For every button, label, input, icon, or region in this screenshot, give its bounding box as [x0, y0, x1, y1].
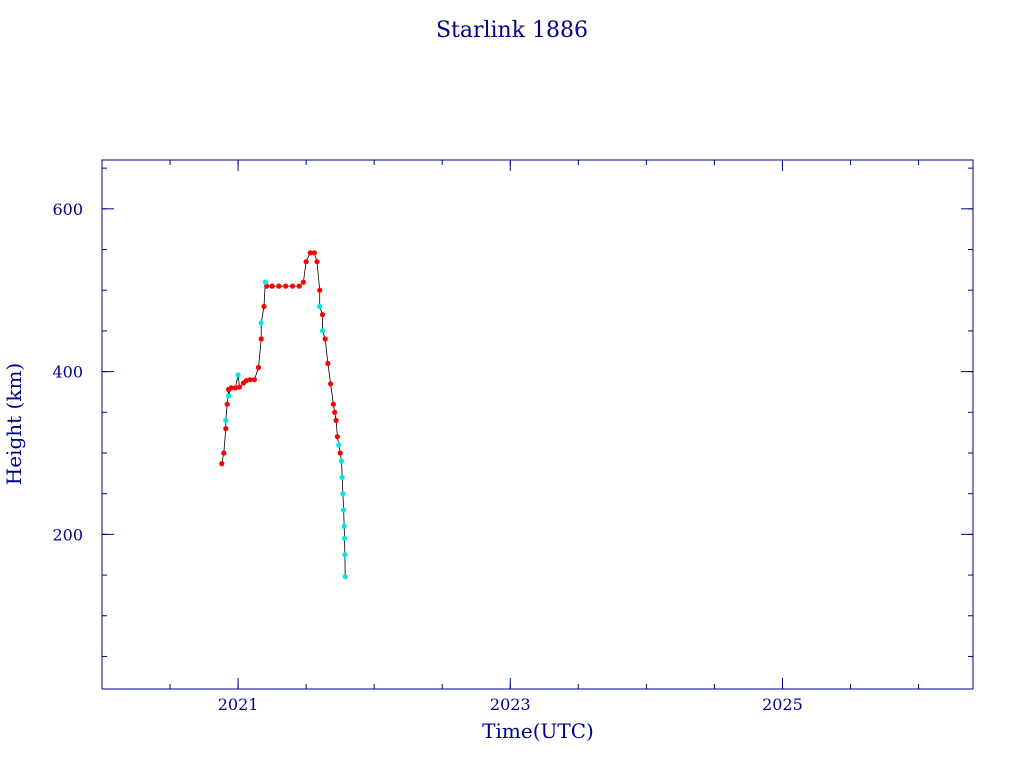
data-point	[261, 303, 267, 310]
data-point	[300, 279, 306, 285]
data-point	[258, 320, 264, 326]
data-point	[311, 250, 317, 256]
data-point	[269, 283, 275, 289]
data-point	[332, 409, 338, 415]
data-point	[334, 434, 340, 440]
data-point	[342, 574, 348, 580]
data-point	[219, 461, 225, 467]
x-axis-label: Time(UTC)	[482, 719, 594, 743]
data-point	[232, 385, 238, 391]
plot-frame	[101, 159, 974, 690]
data-point	[226, 393, 232, 399]
data-point	[341, 535, 348, 542]
x-tick-label: 2025	[762, 695, 803, 714]
data-point	[258, 336, 264, 342]
chart-title: Starlink 1886	[436, 18, 588, 43]
axis-ticks	[101, 160, 973, 689]
data-point	[342, 552, 348, 558]
data-point	[328, 381, 334, 387]
data-point	[319, 312, 326, 318]
data-point	[307, 250, 313, 256]
data-point	[330, 401, 336, 407]
y-tick-labels: 200 400 600	[52, 200, 83, 545]
data-point	[322, 336, 328, 342]
data-point	[317, 287, 323, 293]
data-point	[243, 378, 249, 384]
data-point	[338, 458, 345, 464]
data-point	[340, 491, 346, 497]
data-point	[314, 259, 320, 265]
data-point	[247, 377, 253, 383]
data-point	[337, 450, 343, 456]
series-2	[223, 279, 348, 580]
data-point	[317, 303, 323, 310]
series-1	[219, 250, 343, 467]
data-point	[339, 474, 345, 480]
data-point	[236, 384, 243, 390]
series-line	[221, 252, 346, 577]
data-point	[341, 507, 347, 513]
data-point	[325, 360, 331, 367]
data-point	[341, 523, 347, 529]
data-point	[264, 283, 270, 289]
data-point	[251, 377, 257, 383]
y-tick-label: 600	[52, 200, 83, 219]
data-series	[219, 250, 348, 580]
data-point	[262, 279, 268, 285]
data-point	[224, 401, 230, 407]
data-point	[223, 417, 229, 423]
x-tick-label: 2021	[218, 695, 259, 714]
data-point	[333, 417, 339, 423]
x-tick-labels: 2021 2023 2025	[218, 695, 803, 714]
data-point	[319, 328, 326, 334]
y-tick-label: 400	[52, 363, 83, 382]
data-point	[303, 259, 309, 265]
data-point	[283, 283, 289, 289]
data-point	[221, 450, 227, 456]
data-point	[223, 426, 229, 432]
data-point	[336, 442, 342, 448]
y-tick-label: 200	[52, 525, 83, 544]
data-point	[235, 372, 241, 378]
data-point	[289, 283, 296, 289]
data-point	[228, 385, 234, 391]
y-axis-label: Height (km)	[2, 363, 26, 485]
data-point	[296, 283, 302, 289]
data-point	[255, 364, 262, 371]
data-point	[276, 283, 282, 289]
x-tick-label: 2023	[490, 695, 531, 714]
